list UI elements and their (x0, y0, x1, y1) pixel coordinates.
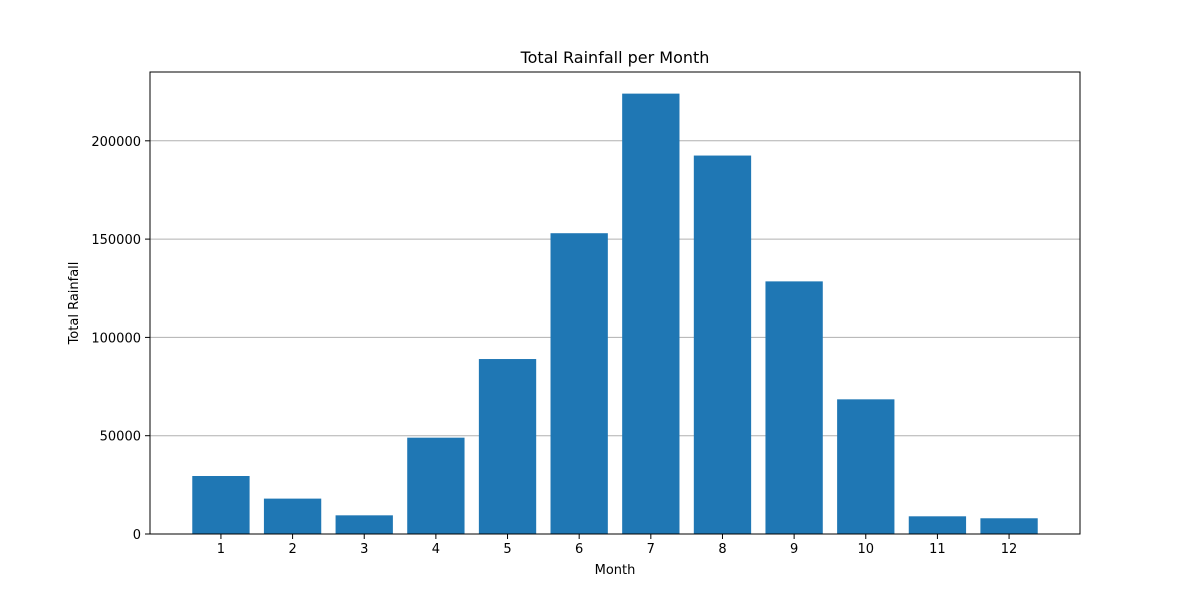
y-tick-label: 0 (133, 528, 141, 543)
x-axis-label: Month (595, 563, 636, 578)
x-tick-label: 10 (857, 542, 874, 557)
x-tick-label: 3 (360, 542, 368, 557)
y-axis-label: Total Rainfall (67, 262, 82, 346)
y-tick-label: 200000 (91, 135, 141, 150)
bars (192, 93, 1038, 535)
x-tick-label: 9 (790, 542, 798, 557)
chart-title: Total Rainfall per Month (520, 48, 710, 67)
x-tick-label: 7 (647, 542, 655, 557)
bar-month-6 (550, 233, 608, 535)
x-tick-label: 1 (217, 542, 225, 557)
bar-month-4 (407, 437, 465, 534)
bar-month-9 (765, 281, 823, 534)
y-tick-label: 50000 (100, 430, 141, 445)
x-tick-label: 5 (503, 542, 511, 557)
x-tick-label: 11 (929, 542, 946, 557)
x-tick-label: 12 (1001, 542, 1018, 557)
x-tick-label: 2 (288, 542, 296, 557)
bar-month-3 (335, 515, 393, 534)
x-tick-label: 6 (575, 542, 583, 557)
x-tick-label: 8 (718, 542, 726, 557)
x-axis-ticks: 1 2 3 4 5 6 7 8 9 10 11 12 (217, 534, 1018, 557)
bar-month-1 (192, 476, 250, 534)
bar-month-7 (622, 93, 680, 534)
plot-frame (149, 71, 1081, 535)
bar-month-10 (837, 399, 895, 534)
bar-month-12 (980, 518, 1038, 534)
bar-month-5 (478, 359, 537, 534)
bar-month-2 (263, 498, 322, 534)
y-tick-label: 100000 (91, 331, 141, 346)
bar-month-8 (693, 155, 752, 534)
y-tick-label: 150000 (91, 233, 141, 248)
y-axis-ticks: 0 50000 100000 150000 200000 (91, 135, 150, 543)
bar-month-11 (908, 516, 967, 534)
x-tick-label: 4 (432, 542, 440, 557)
